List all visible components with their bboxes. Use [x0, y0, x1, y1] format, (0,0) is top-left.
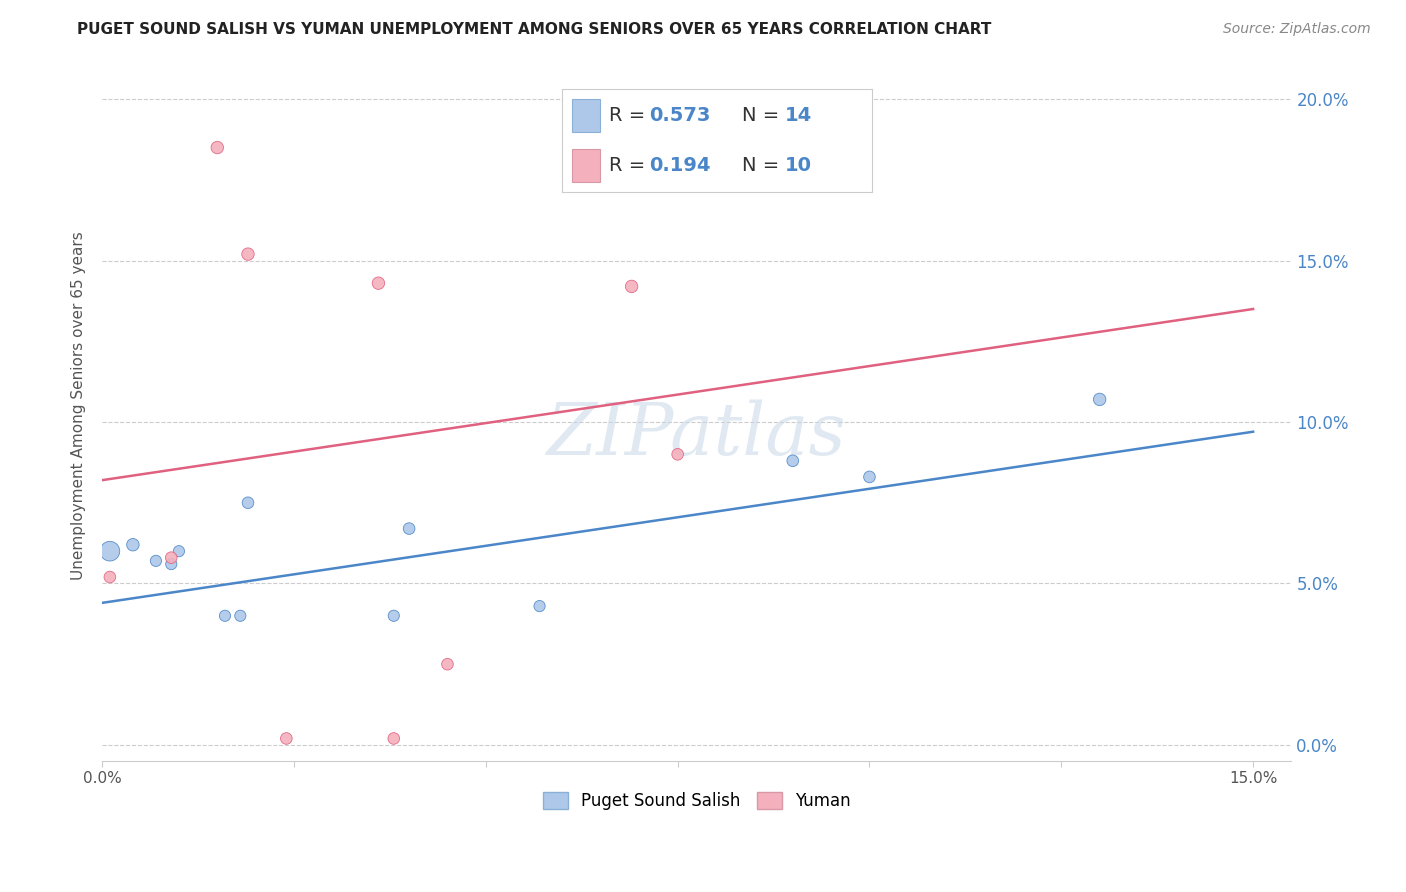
Point: [207, 140, 229, 154]
Point: [229, 608, 252, 623]
Text: N =: N =: [742, 155, 786, 175]
Point: [382, 731, 405, 746]
Text: R =: R =: [609, 155, 651, 175]
Point: [398, 522, 420, 536]
Point: [236, 496, 259, 510]
Point: [276, 731, 298, 746]
Text: 14: 14: [785, 106, 813, 126]
Point: [214, 608, 236, 623]
Point: [858, 470, 880, 484]
Bar: [572, 99, 599, 132]
Y-axis label: Unemployment Among Seniors over 65 years: Unemployment Among Seniors over 65 years: [72, 232, 86, 581]
Point: [160, 550, 183, 565]
Point: [167, 544, 190, 558]
Point: [122, 538, 145, 552]
Legend: Puget Sound Salish, Yuman: Puget Sound Salish, Yuman: [536, 785, 858, 817]
Bar: [572, 149, 599, 181]
Text: R =: R =: [609, 106, 651, 126]
Text: 10: 10: [785, 155, 813, 175]
Text: N =: N =: [742, 106, 786, 126]
Point: [98, 570, 121, 584]
Text: Source: ZipAtlas.com: Source: ZipAtlas.com: [1223, 22, 1371, 37]
Point: [436, 657, 458, 672]
Point: [236, 247, 259, 261]
Point: [620, 279, 643, 293]
Point: [145, 554, 167, 568]
Point: [529, 599, 551, 613]
Point: [1088, 392, 1111, 407]
Text: PUGET SOUND SALISH VS YUMAN UNEMPLOYMENT AMONG SENIORS OVER 65 YEARS CORRELATION: PUGET SOUND SALISH VS YUMAN UNEMPLOYMENT…: [77, 22, 991, 37]
Text: ZIPatlas: ZIPatlas: [547, 399, 846, 469]
Point: [666, 447, 689, 461]
Text: 0.194: 0.194: [650, 155, 710, 175]
Point: [160, 557, 183, 571]
Text: 0.573: 0.573: [650, 106, 710, 126]
Point: [382, 608, 405, 623]
Point: [367, 276, 389, 290]
Point: [98, 544, 121, 558]
Point: [782, 454, 804, 468]
